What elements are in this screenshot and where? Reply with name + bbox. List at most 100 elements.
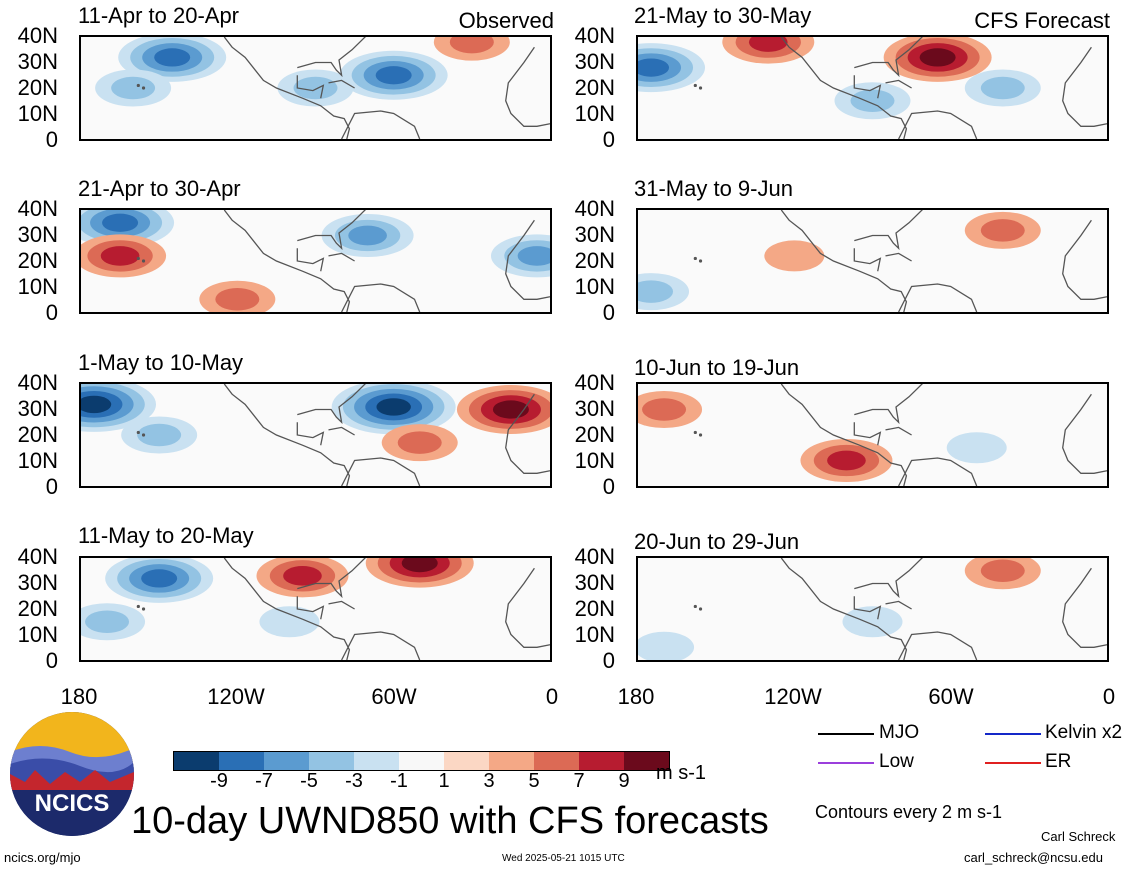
colorbar-swatch [624,752,669,770]
colorbar-tick-label: -5 [300,770,318,792]
site-url[interactable]: ncics.org/mjo [4,850,81,865]
colorbar-tick-label: 1 [438,770,450,792]
coastline [780,384,1107,486]
heatmap-field [638,558,1107,660]
island-marker [698,607,703,611]
heatmap-field [81,210,550,312]
y-tick-label: 20N [17,422,58,447]
island-marker [693,256,697,261]
y-tick-label: 40N [17,370,58,395]
map-panel [79,556,552,662]
anomaly-contour [141,569,178,588]
figure-title: 10-day UWND850 with CFS forecasts [131,800,769,842]
anomaly-contour [111,76,156,100]
y-tick-label: 10N [574,274,615,299]
heatmap-field [638,210,1107,312]
panel-title: 10-Jun to 19-Jun [634,355,800,380]
y-tick-label: 10N [574,448,615,473]
anomaly-contour [259,606,320,638]
x-tick-label: 0 [545,684,559,709]
anomaly-contour [980,559,1025,582]
panel-title: 11-Apr to 20-Apr [78,3,240,28]
island-marker [136,430,140,435]
colorbar-tick-label: 7 [573,770,585,792]
y-tick-label: 20N [17,596,58,621]
anomaly-contour [850,89,895,112]
island-marker [136,256,140,261]
anomaly-contour [449,37,494,54]
y-tick-label: 40N [17,196,58,221]
anomaly-contour [283,566,322,586]
y-tick-label: 30N [17,49,58,74]
anomaly-contour [137,423,182,447]
anomaly-contour [919,48,956,67]
y-tick-label: 20N [574,596,615,621]
anomaly-contour [764,240,825,272]
legend-label-mjo: MJO [879,722,920,743]
anomaly-contour [638,280,674,303]
anomaly-contour [100,246,140,266]
x-tick-label: 120W [764,684,822,709]
coastline [780,558,1107,660]
anomaly-contour [215,288,260,311]
colorbar-swatch [579,752,624,770]
y-tick-label: 20N [17,248,58,273]
x-tick-label: 120W [207,684,265,709]
colorbar-swatch [264,752,309,770]
island-marker [693,430,697,435]
anomaly-contour [397,431,442,454]
legend-line-mjo [818,733,874,735]
map-panel [636,208,1109,314]
map-panel [636,382,1109,488]
y-tick-label: 40N [574,196,615,221]
y-tick-label: 10N [17,101,58,126]
coastline [780,210,1107,312]
y-tick-label: 0 [45,300,58,325]
legend-line-er [985,762,1041,764]
anomaly-contour [980,76,1025,100]
anomaly-contour [375,66,412,85]
colorbar-tick-label: 3 [483,770,495,792]
y-tick-label: 0 [602,648,615,673]
coastline [223,384,550,486]
colorbar-units: m s-1 [656,762,706,784]
observed-label: Observed [458,8,554,33]
panel-title: 21-May to 30-May [634,3,812,28]
x-tick-label: 60W [928,684,974,709]
y-tick-label: 0 [45,648,58,673]
y-tick-label: 30N [574,222,615,247]
heatmap-field [95,37,550,139]
colorbar-swatch [444,752,489,770]
coastline [223,37,550,139]
anomaly-contour [376,398,411,416]
y-tick-label: 20N [17,75,58,100]
island-marker [698,259,703,263]
coastline [780,37,1107,139]
y-tick-label: 0 [602,127,615,152]
author-email[interactable]: carl_schreck@ncsu.edu [964,850,1103,865]
anomaly-contour [85,610,130,633]
y-tick-label: 30N [574,396,615,421]
heatmap-field [81,558,550,660]
y-tick-label: 10N [17,622,58,647]
x-tick-label: 60W [371,684,417,709]
coastline [223,558,550,660]
y-tick-label: 30N [17,396,58,421]
island-marker [698,433,703,437]
anomaly-contour [638,631,695,660]
logo-text: NCICS [34,790,110,817]
colorbar-swatch [174,752,219,770]
heatmap-field [638,37,1107,139]
colorbar-swatch [309,752,354,770]
y-tick-label: 30N [17,222,58,247]
x-tick-label: 180 [617,684,655,709]
colorbar-tick-label: 5 [528,770,540,792]
island-marker [141,607,146,611]
y-tick-label: 40N [17,544,58,569]
y-tick-label: 30N [574,570,615,595]
y-tick-label: 40N [574,544,615,569]
anomaly-contour [102,213,139,232]
contour-note: Contours every 2 m s-1 [815,802,1003,822]
y-tick-label: 40N [574,23,615,48]
colorbar-swatch [399,752,444,770]
